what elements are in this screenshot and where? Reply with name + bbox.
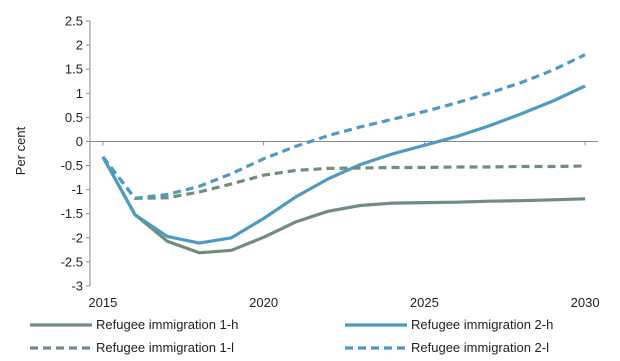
series-line-2 [101, 84, 586, 245]
chart-axes: 2.5 2 1.5 1 0.5 0 -0.5 -1 -1.5 -2 -2.5 -3 2015 2020 20… [61, 14, 600, 311]
y-tick-label: -0.5 [61, 158, 83, 173]
plot-area [101, 53, 586, 255]
legend-label-2: Refugee immigration 2-h [411, 317, 553, 332]
y-tick-label: 0.5 [65, 110, 83, 125]
y-tick-label: 1 [76, 86, 83, 101]
x-tick-label: 2020 [249, 295, 278, 310]
legend: Refugee immigration 1-h Refugee immigrati… [30, 317, 553, 355]
y-tick-label: -2.5 [61, 254, 83, 269]
y-tick-label: 2.5 [65, 14, 83, 29]
x-tick-label: 2015 [88, 295, 117, 310]
series-line-4 [101, 53, 586, 200]
x-tick-label: 2030 [571, 295, 600, 310]
series-line-1 [101, 156, 586, 255]
legend-label-3: Refugee immigration 1-l [96, 340, 234, 355]
y-tick-label: -2 [71, 230, 83, 245]
y-tick-label: -1.5 [61, 206, 83, 221]
y-tick-label: 1.5 [65, 62, 83, 77]
legend-label-1: Refugee immigration 1-h [96, 317, 238, 332]
series-line-3 [101, 155, 586, 200]
y-tick-label: 0 [76, 134, 83, 149]
legend-label-4: Refugee immigration 2-l [411, 340, 549, 355]
x-tick-label: 2025 [410, 295, 439, 310]
y-axis-label: Per cent [13, 126, 28, 175]
y-tick-label: 2 [76, 38, 83, 53]
y-tick-label: -1 [71, 182, 83, 197]
y-tick-label: -3 [71, 279, 83, 294]
